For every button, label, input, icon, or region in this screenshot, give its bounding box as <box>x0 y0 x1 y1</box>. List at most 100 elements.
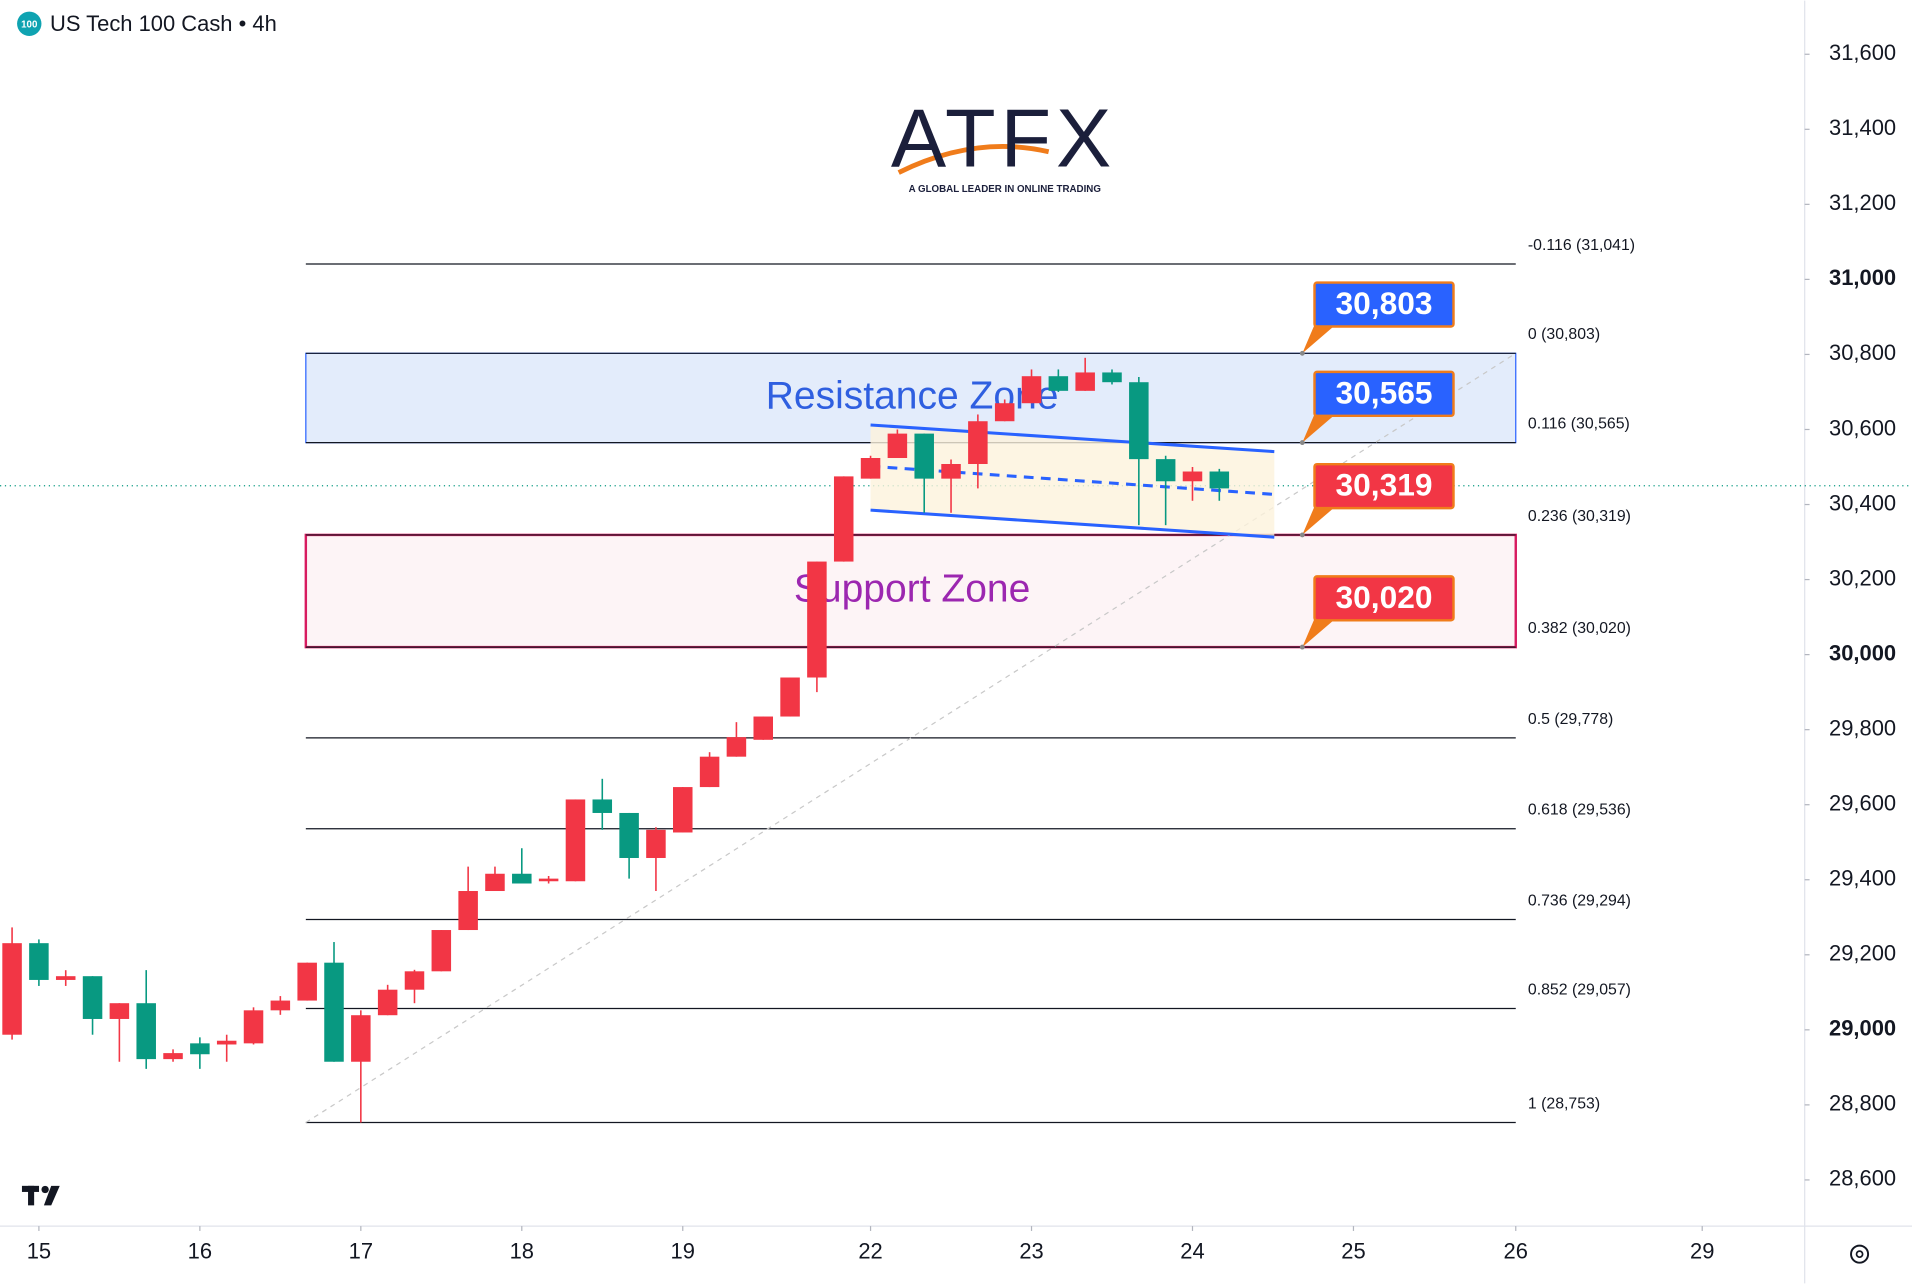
y-tick-label: 29,600 <box>1829 791 1896 816</box>
candle-body <box>377 989 398 1016</box>
candle-body <box>780 677 800 717</box>
x-tick-label: 29 <box>1690 1239 1714 1264</box>
logo-tagline: A GLOBAL LEADER IN ONLINE TRADING <box>909 184 1101 195</box>
fib-label: -0.116 (31,041) <box>1528 237 1635 254</box>
candle-body <box>1155 459 1176 482</box>
candle-body <box>243 1010 264 1044</box>
candle-body <box>404 971 425 990</box>
y-tick-label: 28,800 <box>1829 1091 1896 1116</box>
channel-lower <box>870 508 1275 539</box>
symbol-badge-text: 100 <box>21 20 38 31</box>
candle-body <box>941 464 961 479</box>
y-tick-label: 31,000 <box>1829 265 1896 290</box>
x-tick-label: 26 <box>1504 1239 1528 1264</box>
fib-label: 0.618 (29,536) <box>1528 802 1631 819</box>
candle-body <box>163 1053 183 1060</box>
candle-body <box>2 943 22 1035</box>
candle-body <box>565 799 586 882</box>
callout-anchor <box>1299 440 1305 446</box>
candle-body <box>190 1043 210 1055</box>
candle-body <box>351 1015 371 1062</box>
fib-label: 0.736 (29,294) <box>1528 892 1631 909</box>
x-tick-label: 16 <box>188 1239 212 1264</box>
candle-body <box>270 1000 291 1011</box>
callout-label: 30,319 <box>1336 467 1433 503</box>
x-tick-label: 19 <box>671 1239 695 1264</box>
candle-body <box>592 799 613 813</box>
fib-label: 0 (30,803) <box>1528 326 1600 343</box>
candle-body <box>297 962 317 1001</box>
callout-label: 30,803 <box>1336 285 1433 321</box>
fib-label: 0.236 (30,319) <box>1528 508 1631 525</box>
candle-body <box>1021 376 1042 404</box>
callout-box <box>1313 281 1455 328</box>
candle-body <box>512 873 532 884</box>
fib-label: 0.382 (30,020) <box>1528 620 1631 637</box>
callout-label: 30,565 <box>1336 374 1433 410</box>
candle-body <box>1102 372 1122 383</box>
y-tick-label: 31,400 <box>1829 115 1896 140</box>
fib-label: 0.5 (29,778) <box>1528 711 1613 728</box>
candle-body <box>646 829 666 858</box>
candle-body <box>753 716 774 740</box>
settings-gear[interactable] <box>1850 1244 1870 1264</box>
candle-body <box>109 1003 130 1019</box>
candle-body <box>324 962 344 1062</box>
candle-body <box>485 873 505 892</box>
fib-label: 0.852 (29,057) <box>1528 981 1631 998</box>
candle-body <box>458 891 478 931</box>
y-tick-label: 30,600 <box>1829 415 1896 440</box>
candle-body <box>136 1003 156 1060</box>
x-tick-label: 23 <box>1019 1239 1043 1264</box>
candle-body <box>538 878 559 882</box>
symbol-badge <box>17 11 42 36</box>
logo-name: ATFX <box>891 91 1116 184</box>
candle-body <box>699 756 720 788</box>
fib-label: 0.116 (30,565) <box>1528 416 1630 433</box>
tradingview-logo <box>21 1185 60 1206</box>
x-tick-label: 18 <box>510 1239 534 1264</box>
candle-body <box>1048 376 1069 391</box>
channel-upper <box>870 423 1275 454</box>
candle-body <box>807 561 827 678</box>
candle-body <box>216 1040 237 1045</box>
candle-body <box>1075 372 1095 391</box>
candle-body <box>833 476 854 562</box>
candle-body <box>1129 382 1149 460</box>
candle-body <box>914 433 934 479</box>
candle-body <box>82 976 103 1019</box>
zone-label: Resistance Zone <box>766 374 1059 417</box>
candle-body <box>1209 471 1230 489</box>
candle-body <box>673 787 693 833</box>
zone-label: Support Zone <box>794 567 1030 610</box>
candle-body <box>860 458 881 479</box>
candle-body <box>887 433 908 459</box>
x-tick-label: 24 <box>1180 1239 1204 1264</box>
candle-body <box>431 930 452 972</box>
x-tick-label: 22 <box>858 1239 882 1264</box>
x-tick-label: 25 <box>1341 1239 1365 1264</box>
y-tick-label: 31,200 <box>1829 190 1896 215</box>
y-tick-label: 30,400 <box>1829 490 1896 515</box>
y-tick-label: 29,800 <box>1829 715 1896 740</box>
y-tick-label: 30,800 <box>1829 340 1896 365</box>
y-tick-label: 29,400 <box>1829 866 1896 891</box>
callout-label: 30,020 <box>1336 579 1433 615</box>
callout-anchor <box>1299 644 1305 650</box>
candle-body <box>968 421 988 465</box>
x-tick-label: 15 <box>27 1239 51 1264</box>
symbol-title[interactable]: US Tech 100 Cash • 4h <box>50 11 277 36</box>
fib-label: 1 (28,753) <box>1528 1095 1600 1112</box>
y-tick-label: 31,600 <box>1829 40 1896 65</box>
callout-anchor <box>1299 532 1305 538</box>
x-tick-label: 17 <box>349 1239 373 1264</box>
candle-body <box>29 943 49 980</box>
candle-body <box>1182 471 1203 482</box>
y-tick-label: 30,200 <box>1829 565 1896 590</box>
callout-box <box>1313 370 1455 418</box>
callout-anchor <box>1299 350 1305 356</box>
callout-box <box>1313 462 1455 510</box>
logo-swoosh <box>897 144 1050 175</box>
y-tick-label: 30,000 <box>1829 640 1896 665</box>
